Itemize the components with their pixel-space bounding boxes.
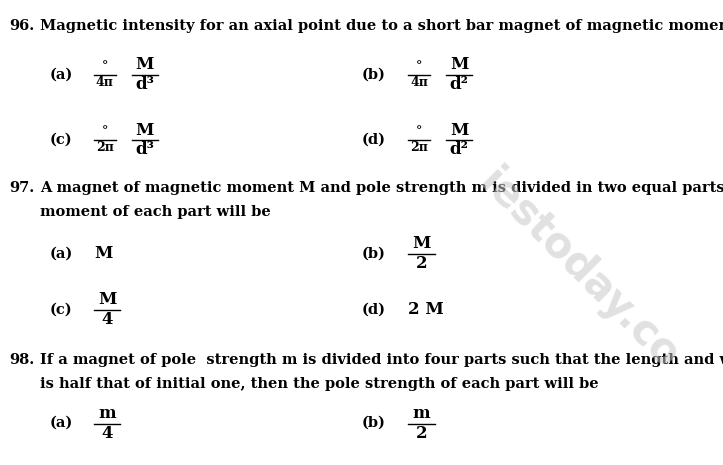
Text: (c): (c): [49, 133, 72, 146]
Text: (c): (c): [49, 302, 72, 316]
Text: (b): (b): [362, 246, 385, 260]
Text: 4: 4: [101, 425, 113, 442]
Text: °: °: [416, 60, 422, 73]
Text: (a): (a): [49, 416, 72, 430]
Text: M: M: [450, 121, 469, 139]
Text: 2π: 2π: [96, 141, 114, 154]
Text: d²: d²: [450, 76, 469, 93]
Text: moment of each part will be: moment of each part will be: [40, 205, 270, 219]
Text: (a): (a): [49, 246, 72, 260]
Text: 2π: 2π: [411, 141, 428, 154]
Text: (a): (a): [49, 67, 72, 81]
Text: (b): (b): [362, 67, 385, 81]
Text: (d): (d): [362, 133, 385, 146]
Text: m: m: [413, 405, 430, 422]
Text: M: M: [94, 245, 112, 262]
Text: 4π: 4π: [411, 76, 428, 89]
Text: 97.: 97.: [9, 181, 35, 195]
Text: 98.: 98.: [9, 353, 35, 367]
Text: M: M: [98, 291, 116, 308]
Text: (d): (d): [362, 302, 385, 316]
Text: is half that of initial one, then the pole strength of each part will be: is half that of initial one, then the po…: [40, 377, 599, 391]
Text: d³: d³: [135, 141, 154, 159]
Text: d²: d²: [450, 141, 469, 159]
Text: Magnetic intensity for an axial point due to a short bar magnet of magnetic mome: Magnetic intensity for an axial point du…: [40, 19, 723, 33]
Text: °: °: [416, 126, 422, 139]
Text: iestoday.co: iestoday.co: [470, 161, 687, 378]
Text: 96.: 96.: [9, 19, 35, 33]
Text: m: m: [98, 405, 116, 422]
Text: 4: 4: [101, 311, 113, 328]
Text: 2 M: 2 M: [408, 301, 444, 318]
Text: A magnet of magnetic moment M and pole strength m is divided in two equal parts,: A magnet of magnetic moment M and pole s…: [40, 181, 723, 195]
Text: 4π: 4π: [96, 76, 114, 89]
Text: °: °: [102, 60, 108, 73]
Text: 2: 2: [416, 425, 427, 442]
Text: M: M: [450, 56, 469, 73]
Text: M: M: [135, 121, 154, 139]
Text: d³: d³: [135, 76, 154, 93]
Text: °: °: [102, 126, 108, 139]
Text: m: m: [98, 461, 116, 465]
Text: M: M: [135, 56, 154, 73]
Text: (b): (b): [362, 416, 385, 430]
Text: M: M: [412, 235, 431, 252]
Text: If a magnet of pole  strength m is divided into four parts such that the length : If a magnet of pole strength m is divide…: [40, 353, 723, 367]
Text: 2: 2: [416, 255, 427, 272]
